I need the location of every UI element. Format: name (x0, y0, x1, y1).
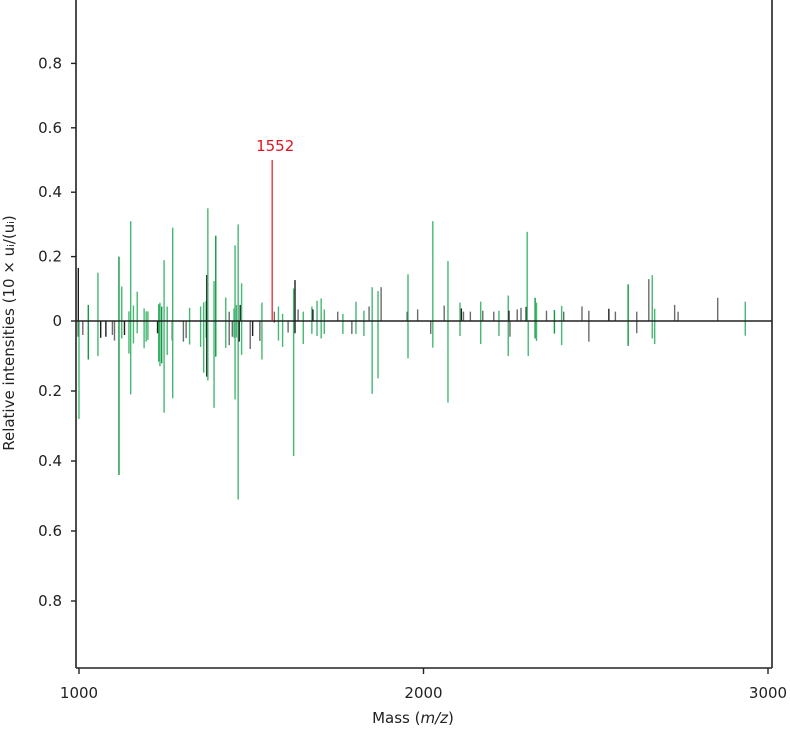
x-axis-label: Mass (m/z) (372, 709, 454, 727)
y-axis-label: Relative intensities (10 × uᵢ/(uᵢ) (0, 215, 18, 451)
y-tick-label: 0.2 (38, 248, 62, 266)
y-tick-label: 0.6 (38, 119, 62, 137)
y-tick-label: 0.8 (38, 54, 62, 72)
y-tick-label: 0.4 (38, 183, 62, 201)
x-tick-label: 2000 (404, 684, 442, 702)
peaks (77, 208, 746, 500)
y-tick-label: 0 (52, 312, 62, 330)
y-tick-label: 0.6 (38, 522, 62, 540)
x-tick-label: 1000 (60, 684, 98, 702)
y-tick-label: 0.2 (38, 382, 62, 400)
y-tick-label: 0.4 (38, 452, 62, 470)
annotation-label: 1552 (256, 137, 294, 155)
x-ticks: 1000 2000 3000 (60, 668, 787, 702)
x-tick-label: 3000 (749, 684, 787, 702)
y-tick-label: 0.8 (38, 592, 62, 610)
y-ticks: 0 0.2 0.4 0.6 0.8 0.2 0.4 0.6 0.8 (38, 54, 76, 610)
